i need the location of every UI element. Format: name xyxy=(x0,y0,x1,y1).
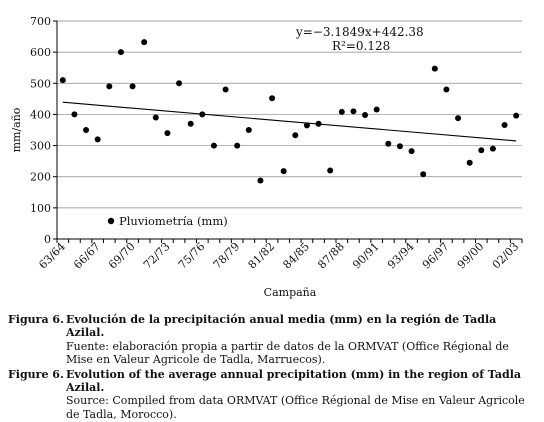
data-point xyxy=(466,159,473,166)
trend-line xyxy=(62,101,517,142)
data-point xyxy=(280,168,287,175)
x-tick-label: 69/70 xyxy=(106,240,138,272)
x-tick-label: 81/82 xyxy=(246,240,278,272)
trend-equation: y=−3.1849x+442.38 xyxy=(295,25,424,39)
y-axis-ticks: 0 100 200 300 400 500 600 700 xyxy=(30,15,57,246)
x-tick-label: 93/94 xyxy=(385,240,417,272)
y-tick-label: 100 xyxy=(30,202,51,215)
data-point xyxy=(443,86,450,93)
data-point xyxy=(396,143,403,150)
y-tick-label: 0 xyxy=(44,233,51,246)
trend-r-squared: R²=0.128 xyxy=(332,39,390,53)
x-tick-label: 99/00 xyxy=(455,240,487,272)
y-tick-label: 700 xyxy=(30,15,51,28)
caption-body: Evolución de la precipitación anual medi… xyxy=(66,313,536,367)
caption-source: Source: Compiled from data ORMVAT (Offic… xyxy=(66,394,525,421)
data-point xyxy=(455,115,462,122)
caption-label: Figure 6. xyxy=(8,367,64,381)
data-point xyxy=(117,49,124,56)
x-tick-label: 78/79 xyxy=(211,240,243,272)
data-point xyxy=(420,171,427,178)
data-point xyxy=(257,177,264,184)
data-point xyxy=(71,111,78,118)
data-point xyxy=(431,65,438,72)
data-point xyxy=(408,148,415,155)
data-point xyxy=(338,108,345,115)
y-axis-title: mm/año xyxy=(10,107,23,152)
caption-label: Figura 6. xyxy=(8,313,64,326)
figure-captions: Figura 6. Evolución de la precipitación … xyxy=(8,313,536,422)
data-point xyxy=(59,77,66,84)
data-point xyxy=(315,120,322,127)
data-point xyxy=(513,112,520,119)
x-tick-label: 84/85 xyxy=(280,240,312,272)
data-point xyxy=(83,127,90,133)
data-points xyxy=(59,39,520,184)
legend-marker xyxy=(107,217,115,225)
x-tick-label: 90/91 xyxy=(350,240,382,272)
data-point xyxy=(94,136,101,143)
data-point xyxy=(362,112,369,119)
data-point xyxy=(327,167,334,174)
data-point xyxy=(350,108,357,115)
data-point xyxy=(222,86,229,93)
caption-title: Evolution of the average annual precipit… xyxy=(66,367,522,395)
data-point xyxy=(234,142,241,149)
x-axis-title: Campaña xyxy=(264,286,317,299)
data-point xyxy=(199,111,206,118)
data-point xyxy=(152,114,159,121)
precipitation-scatter-chart: 0 100 200 300 400 500 600 700 63/64 66/67 69/70 72… xyxy=(10,15,523,299)
x-axis-ticks: 63/64 66/67 69/70 72/73 75/76 78/79 81/82 84/85… xyxy=(36,239,523,272)
x-tick-label: 87/88 xyxy=(315,240,347,272)
caption-spanish: Figura 6. Evolución de la precipitación … xyxy=(8,313,536,367)
data-point xyxy=(292,132,299,139)
data-point xyxy=(245,127,252,133)
x-tick-label: 96/97 xyxy=(420,240,452,272)
data-point xyxy=(269,95,276,102)
data-point xyxy=(187,120,194,127)
y-tick-label: 300 xyxy=(30,140,51,153)
y-tick-label: 400 xyxy=(30,108,51,121)
data-point xyxy=(176,80,183,87)
data-point xyxy=(478,147,485,154)
caption-body: Evolution of the average annual precipit… xyxy=(66,368,536,422)
data-point xyxy=(373,106,380,113)
data-point xyxy=(164,130,171,137)
x-tick-label: 63/64 xyxy=(36,240,68,272)
data-point xyxy=(141,39,148,46)
data-point xyxy=(106,83,113,90)
data-point xyxy=(385,140,392,147)
legend-label: Pluviometría (mm) xyxy=(119,214,228,228)
data-point xyxy=(129,83,136,90)
y-tick-label: 600 xyxy=(30,46,51,59)
x-tick-label: 72/73 xyxy=(141,240,173,272)
data-point xyxy=(210,142,217,149)
y-tick-label: 500 xyxy=(30,77,51,90)
caption-source: Fuente: elaboración propia a partir de d… xyxy=(66,339,509,367)
x-tick-label: 66/67 xyxy=(71,240,103,272)
data-point xyxy=(489,145,496,152)
data-point xyxy=(501,122,508,129)
x-tick-label: 02/03 xyxy=(490,240,522,272)
data-point xyxy=(303,122,310,129)
caption-title: Evolución de la precipitación anual medi… xyxy=(66,313,497,340)
gridlines xyxy=(57,20,522,209)
x-tick-label: 75/76 xyxy=(176,240,208,272)
y-tick-label: 200 xyxy=(30,171,51,184)
caption-english: Figure 6. Evolution of the average annua… xyxy=(8,368,536,422)
